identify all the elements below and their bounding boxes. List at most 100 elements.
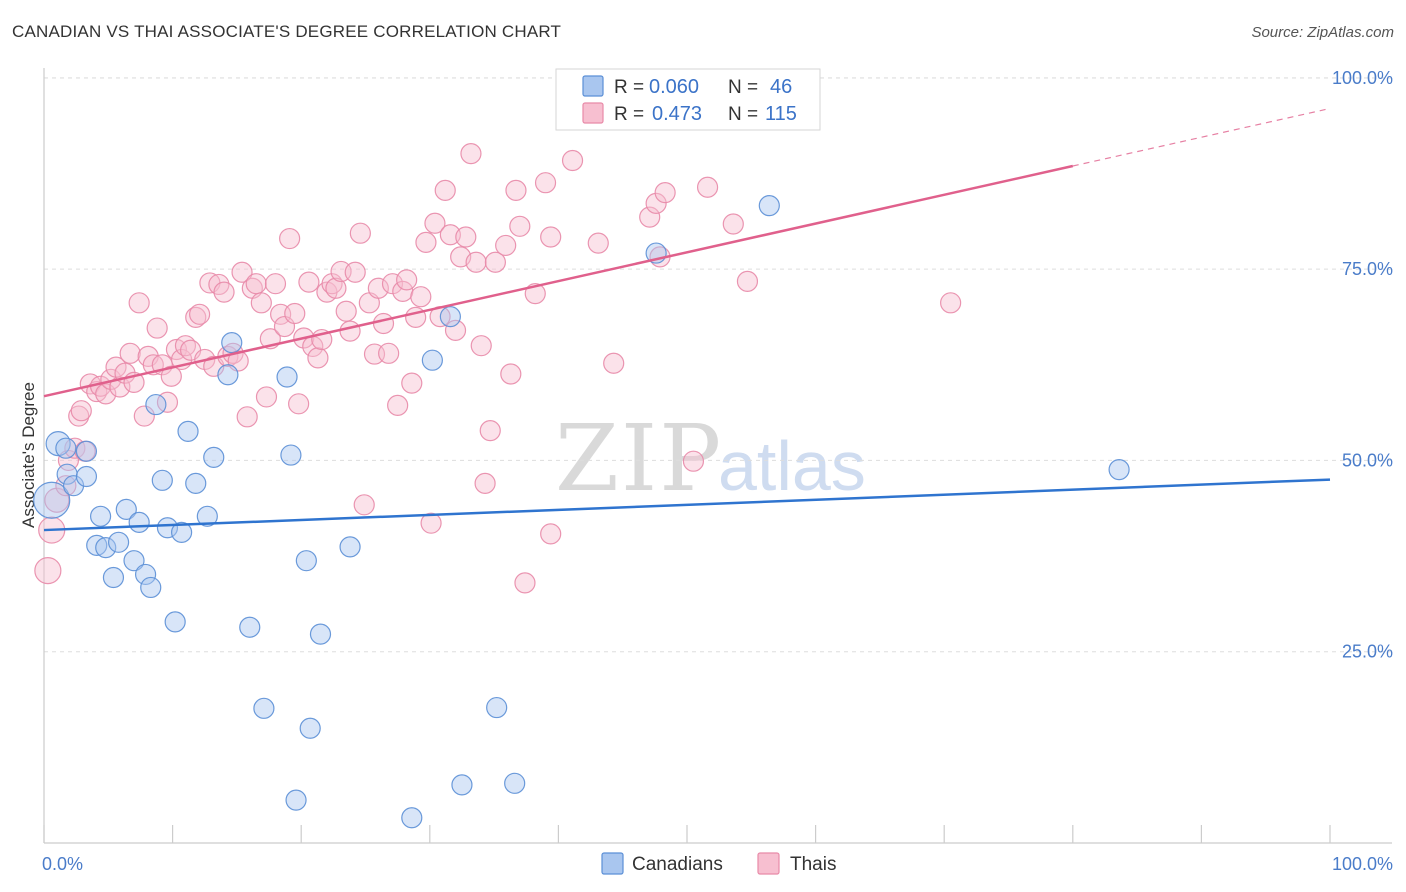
thais-point-17	[119, 342, 141, 364]
legend-r-label-thais: R =	[614, 104, 644, 125]
thais-point-42	[236, 406, 258, 428]
legend-r-value-canadians: 0.060	[649, 76, 699, 98]
thais-point-76	[396, 269, 418, 291]
thais-point-94	[484, 251, 506, 273]
thais-point-74	[387, 394, 409, 416]
canadians-point-6	[75, 465, 98, 488]
thais-point-101	[534, 172, 557, 194]
chart-title: CANADIAN VS THAI ASSOCIATE'S DEGREE CORR…	[12, 22, 562, 41]
canadians-point-37	[401, 807, 423, 829]
x-tick-label-end: 100.0%	[1332, 854, 1393, 874]
y-tick-labels: 25.0% 50.0% 75.0% 100.0%	[1332, 68, 1393, 662]
legend-swatch-canadians	[601, 852, 624, 875]
thais-point-115	[940, 292, 962, 314]
thais-point-110	[654, 182, 676, 204]
thais-trend-line	[43, 164, 1074, 398]
thais-point-106	[603, 352, 625, 374]
legend-n-value-thais: 115	[765, 103, 797, 125]
watermark: ZIP atlas	[555, 405, 866, 512]
thais-point-44	[245, 273, 267, 295]
legend-n-label-canadians: N =	[728, 77, 758, 98]
legend-r-value-thais: 0.473	[652, 103, 702, 125]
thais-point-0	[34, 557, 62, 585]
thais-swatch	[582, 102, 604, 124]
canadians-point-18	[151, 469, 173, 491]
thais-point-105	[587, 232, 609, 254]
thais-point-19	[128, 292, 150, 314]
canadians-point-1	[45, 431, 71, 457]
thais-point-104	[561, 149, 584, 172]
thais-point-66	[349, 222, 371, 244]
thais-trend-line-extension	[1072, 107, 1331, 167]
legend-item-canadians: Canadians	[632, 854, 723, 875]
y-tick-label-50: 50.0%	[1342, 450, 1393, 470]
legend-item-thais: Thais	[790, 854, 836, 875]
thais-point-79	[410, 286, 432, 308]
x-tick-labels: 0.0% 100.0%	[42, 854, 1393, 874]
thais-point-7	[70, 400, 92, 422]
thais-point-45	[250, 292, 272, 314]
thais-point-32	[189, 303, 211, 325]
thais-points	[34, 143, 962, 594]
canadians-point-24	[196, 505, 218, 527]
canadians-point-36	[339, 536, 361, 558]
thais-point-108	[645, 192, 667, 214]
thais-point-98	[509, 215, 531, 237]
canadians-point-33	[295, 550, 317, 572]
thais-point-90	[465, 251, 487, 273]
thais-point-67	[353, 494, 375, 516]
thais-point-88	[455, 226, 477, 248]
canadians-point-11	[107, 531, 130, 553]
thais-point-3	[55, 475, 77, 497]
thais-point-92	[474, 472, 496, 494]
canadians-point-31	[280, 444, 302, 466]
canadians-point-39	[439, 305, 461, 328]
thais-point-112	[696, 176, 719, 198]
canadians-point-22	[177, 420, 199, 442]
thais-point-48	[264, 273, 287, 295]
canadians-point-45	[1108, 459, 1130, 481]
y-tick-label-100: 100.0%	[1332, 68, 1393, 88]
canadians-point-13	[123, 550, 145, 572]
axes	[43, 68, 1392, 844]
canadians-point-41	[486, 696, 508, 719]
thais-point-63	[335, 300, 357, 322]
canadians-point-21	[171, 521, 193, 543]
canadians-point-12	[115, 498, 137, 521]
thais-point-57	[307, 347, 329, 369]
canadians-point-17	[145, 393, 167, 416]
canadians-point-27	[221, 332, 243, 354]
thais-point-26	[160, 365, 182, 387]
thais-point-95	[495, 234, 517, 257]
canadians-point-14	[128, 511, 150, 534]
canadians-swatch	[582, 75, 604, 97]
legend-swatch-thais	[757, 852, 780, 875]
canadians-point-7	[86, 534, 108, 556]
canadians-point-19	[156, 517, 179, 539]
thais-point-52	[284, 302, 306, 325]
canadians-point-28	[239, 616, 261, 638]
canadians-point-25	[203, 446, 225, 468]
thais-point-53	[288, 393, 310, 415]
thais-point-71	[372, 312, 395, 335]
y-tick-label-25: 25.0%	[1342, 642, 1393, 662]
thais-point-61	[325, 277, 347, 299]
canadians-point-29	[253, 697, 275, 719]
thais-point-93	[479, 419, 501, 442]
thais-point-72	[378, 342, 400, 364]
x-tick-label-start: 0.0%	[42, 854, 83, 874]
thais-point-86	[444, 319, 467, 341]
series-legend: Canadians Thais	[601, 852, 836, 875]
thais-point-15	[109, 376, 131, 398]
thais-point-89	[460, 143, 482, 165]
canadians-point-10	[102, 566, 125, 589]
canadians-point-26	[217, 364, 239, 386]
thais-point-114	[736, 270, 759, 292]
thais-point-99	[514, 572, 536, 594]
thais-point-91	[470, 335, 492, 357]
canadians-point-42	[504, 772, 526, 794]
canadians-points	[33, 195, 1130, 829]
source-credit: Source: ZipAtlas.com	[1251, 24, 1394, 41]
canadians-point-44	[758, 195, 780, 217]
